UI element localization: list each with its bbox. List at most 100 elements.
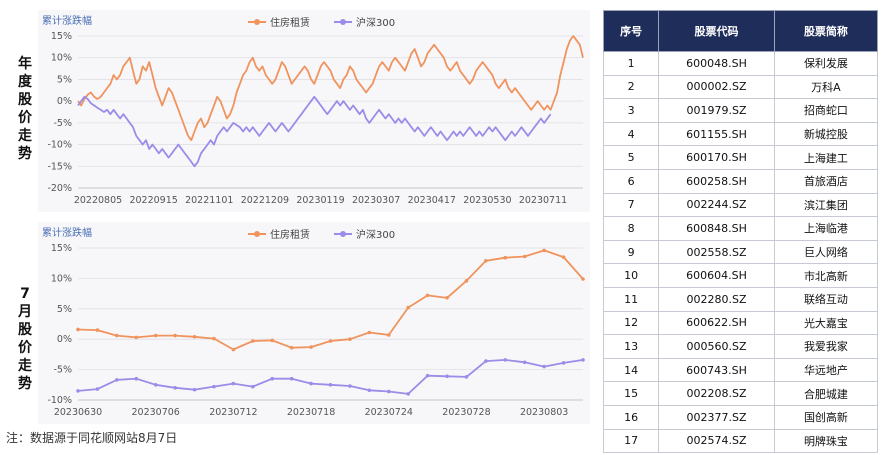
series-point-1: [289, 345, 294, 350]
table-cell: 002574.SZ: [658, 428, 775, 454]
july-chart-panel: 累计涨跌幅 住房租赁 沪深300 15% 10% 5% 0% -5% -10% 20230630 2…: [38, 222, 590, 424]
table-header-cell: 股票简称: [773, 10, 879, 52]
series-point-1: [503, 255, 508, 260]
table-cell: 10: [602, 263, 660, 288]
table-cell: 000002.SZ: [658, 74, 775, 100]
table-row: 14 600743.SH 华远地产: [602, 357, 879, 383]
series-point-2: [309, 381, 313, 386]
legend-label: 沪深300: [356, 16, 395, 29]
table-row: 11 002280.SZ 联络互动: [602, 286, 879, 312]
table-cell: 601155.SH: [658, 121, 775, 147]
table-cell: 4: [602, 121, 660, 147]
data-source-note: 注：数据源于同花顺网站8月7日: [6, 431, 178, 445]
series-point-1: [153, 333, 158, 338]
table-cell: 8: [602, 216, 660, 241]
x-tick-label: 20230307: [352, 195, 400, 206]
table-cell: 明牌珠宝: [773, 428, 879, 454]
series-point-1: [464, 279, 469, 283]
series-point-2: [328, 383, 333, 387]
chart-title: 累计涨跌幅: [42, 14, 92, 27]
series-point-2: [425, 373, 430, 378]
series-point-2: [231, 381, 236, 386]
table-row: 5 600170.SH 上海建工: [602, 145, 879, 170]
y-tick-label: 10%: [51, 273, 72, 284]
y-tick-label: 15%: [51, 31, 72, 42]
table-cell: 市北高新: [773, 263, 879, 288]
series-point-1: [348, 337, 352, 341]
y-tick-label: -10%: [47, 395, 72, 406]
x-tick-label: 20221209: [241, 195, 289, 206]
legend-marker: [254, 231, 260, 237]
x-tick-label: 20230718: [287, 407, 335, 418]
table-row: 9 002558.SZ 巨人网络: [602, 239, 879, 265]
table-cell: 002244.SZ: [658, 192, 775, 218]
series-point-2: [76, 389, 80, 393]
series-point-1: [581, 277, 585, 281]
table-cell: 002558.SZ: [658, 239, 775, 265]
chart-title: 累计涨跌幅: [42, 226, 92, 239]
annual-chart: 累计涨跌幅 住房租赁 沪深30015%10%5%0%-5%-10%-15%-20%2…: [42, 14, 584, 206]
table-cell: 17: [602, 428, 660, 454]
series-point-2: [212, 384, 216, 389]
table-cell: 13: [602, 334, 660, 359]
series-point-2: [153, 383, 158, 387]
series-point-1: [484, 258, 488, 263]
series-point-2: [367, 388, 372, 393]
stock-table: 序号 股票代码 股票简称 1 600048.SH 保利发展 2 000002.SZ 万科A 3 0…: [602, 10, 879, 454]
table-cell: 14: [602, 357, 660, 383]
table-cell: 600604.SH: [658, 263, 775, 288]
series-point-2: [484, 359, 488, 363]
table-cell: 5: [602, 145, 660, 170]
table-cell: 联络互动: [773, 286, 879, 312]
series-line-1: [77, 249, 584, 351]
legend-marker: [340, 231, 346, 237]
stock-table-header: 序号 股票代码 股票简称: [602, 10, 879, 52]
y-tick-label: -20%: [47, 183, 72, 194]
series-point-2: [542, 364, 546, 369]
table-row: 7 002244.SZ 滨江集团: [602, 192, 879, 218]
table-row: 6 600258.SH 首旅酒店: [602, 168, 879, 194]
table-cell: 巨人网络: [773, 239, 879, 265]
series-point-1: [561, 255, 566, 259]
series-line-2: [77, 358, 584, 395]
table-cell: 12: [602, 310, 660, 336]
y-tick-label: 10%: [51, 53, 72, 64]
x-tick-label: 20220915: [129, 195, 177, 206]
table-cell: 000560.SZ: [658, 334, 775, 359]
series-point-1: [134, 335, 139, 340]
series-point-1: [406, 305, 410, 310]
series-line-1: [77, 35, 584, 142]
table-cell: 光大嘉宝: [773, 310, 879, 336]
table-cell: 2: [602, 74, 660, 100]
table-row: 4 601155.SH 新城控股: [602, 121, 879, 147]
x-tick-label: 20230711: [519, 195, 567, 206]
chart-side-label-july: 7月股价走势: [18, 286, 32, 392]
table-row: 13 000560.SZ 我爱我家: [602, 334, 879, 359]
annual-chart-panel: 累计涨跌幅 住房租赁 沪深300 15% 10% 5% 0% -5% -10% -15% -20% 2…: [38, 10, 590, 212]
stock-table-body: 1 600048.SH 保利发展 2 000002.SZ 万科A 3 001979.SZ 招商蛇…: [602, 51, 879, 454]
table-header-cell: 序号: [602, 10, 660, 52]
y-tick-label: 0%: [57, 96, 72, 107]
y-tick-label: -5%: [54, 365, 73, 376]
table-cell: 11: [602, 286, 660, 312]
y-tick-label: 5%: [57, 304, 72, 315]
series-point-1: [231, 347, 236, 352]
table-row: 15 002208.SZ 合肥城建: [602, 381, 879, 406]
y-tick-label: 15%: [51, 243, 72, 254]
table-cell: 上海临港: [773, 216, 879, 241]
x-tick-label: 20220805: [74, 195, 122, 206]
table-cell: 招商蛇口: [773, 98, 879, 123]
table-cell: 600848.SH: [658, 216, 775, 241]
series-point-2: [289, 376, 294, 381]
table-row: 16 002377.SZ 国创高新: [602, 404, 879, 430]
x-tick-label: 20230119: [296, 195, 344, 206]
table-cell: 7: [602, 192, 660, 218]
series-point-2: [270, 376, 275, 381]
x-tick-label: 20230530: [463, 195, 511, 206]
y-tick-label: 0%: [57, 334, 72, 345]
series-point-1: [367, 330, 372, 335]
series-point-1: [115, 333, 119, 338]
table-header-cell: 股票代码: [658, 10, 775, 52]
table-cell: 600258.SH: [658, 168, 775, 194]
series-point-1: [522, 254, 527, 259]
